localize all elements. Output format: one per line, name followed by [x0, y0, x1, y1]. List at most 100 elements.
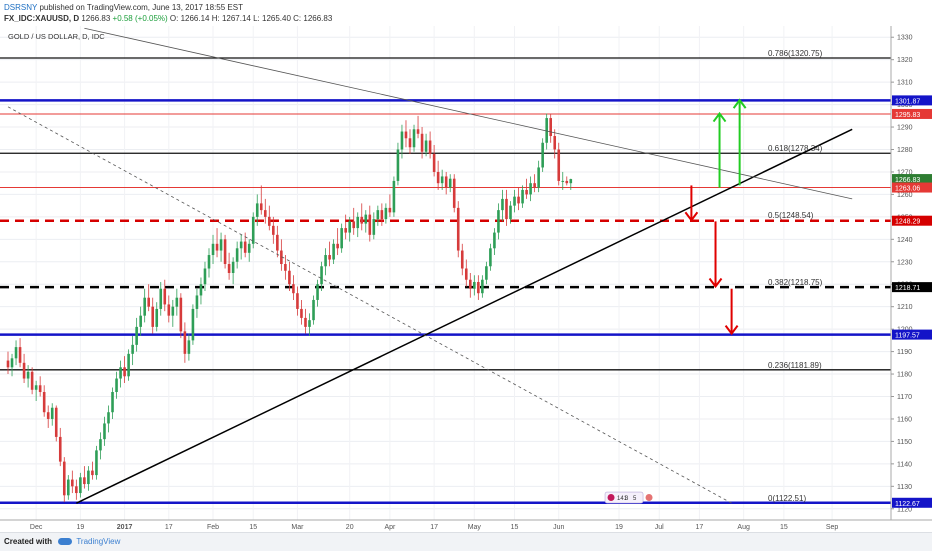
x-tick-label: May	[468, 524, 482, 531]
fib-label: 0.382(1218.75)	[768, 278, 823, 287]
candle-body	[239, 241, 243, 249]
price-label-box	[892, 282, 932, 293]
x-tick-label: Mar	[291, 524, 304, 531]
time-axis[interactable]: Dec 19 2017 17 Feb 15 Mar 20 Apr 17 May 15 Jun 19 Jul 1…	[30, 524, 839, 531]
candle-body	[284, 264, 287, 271]
candle-body	[360, 216, 364, 224]
candle-body	[432, 153, 436, 172]
candle-body	[348, 221, 351, 233]
low-value: L: 1265.40	[253, 14, 291, 23]
candle-body	[513, 196, 516, 206]
candle-body	[533, 183, 536, 188]
candle-body	[473, 281, 476, 289]
candle-body	[14, 347, 18, 359]
candle-body	[167, 304, 171, 316]
candle-body	[416, 129, 420, 134]
candle-body	[541, 142, 544, 168]
candle-body	[561, 180, 565, 182]
tradingview-logo-icon	[58, 538, 73, 545]
event-count: 141	[617, 496, 628, 502]
candle-body	[251, 216, 255, 244]
candle-body	[50, 407, 54, 419]
candle-body	[320, 266, 323, 285]
close-value: C: 1266.83	[293, 14, 333, 23]
candle-body	[332, 243, 335, 260]
candle-body	[127, 353, 130, 377]
y-tick-label: 1150	[897, 439, 912, 446]
candle-body	[400, 131, 404, 150]
x-tick-label: 17	[696, 524, 704, 531]
candle-body	[384, 207, 388, 220]
candle-body	[336, 243, 339, 249]
candle-body	[131, 344, 134, 354]
trendlines	[7, 27, 853, 504]
arrow-head	[712, 111, 727, 123]
candle-body	[191, 308, 195, 341]
username-link[interactable]: DSRSNY	[4, 3, 38, 12]
candle-body	[207, 255, 211, 269]
y-tick-label: 1310	[897, 80, 913, 87]
candle-body	[22, 362, 26, 379]
x-tick-label: 15	[780, 524, 788, 531]
fib-label: 0(1122.51)	[768, 494, 806, 503]
price-label-box	[892, 108, 932, 119]
event-box	[604, 491, 644, 504]
candle-body	[175, 297, 179, 307]
x-tick-label: 15	[249, 524, 257, 531]
x-tick-label: Apr	[384, 524, 396, 531]
candle-body	[67, 479, 70, 496]
x-tick-label: Jul	[655, 524, 664, 531]
candle-body	[300, 308, 303, 318]
candle-body	[501, 198, 504, 211]
arrow-head	[708, 277, 723, 289]
candle-body	[203, 268, 207, 285]
candle-body	[521, 189, 524, 204]
x-tick-label: 20	[346, 524, 354, 531]
candle-body	[87, 470, 90, 485]
candle-body	[30, 371, 34, 390]
candle-body	[553, 136, 557, 150]
candle-body	[38, 385, 42, 393]
candle-body	[356, 216, 360, 229]
tradingview-brand-link[interactable]: TradingView	[76, 537, 121, 546]
candle-body	[155, 308, 159, 327]
candle-body	[147, 297, 150, 307]
publish-info: DSRSNY published on TradingView.com, Jun…	[4, 3, 243, 12]
candles	[6, 113, 573, 503]
candle-body	[485, 266, 488, 280]
y-tick-label: 1170	[897, 394, 912, 401]
candle-body	[115, 378, 118, 393]
candle-body	[292, 284, 295, 294]
y-tick-label: 1190	[897, 349, 912, 356]
price-labels: 1301.87 1295.83 1266.83 1263.06 1248.29 1218.…	[892, 95, 932, 508]
candle-body	[71, 479, 74, 487]
candle-body	[119, 367, 122, 379]
y-tick-label: 1320	[897, 57, 913, 64]
candle-body	[235, 248, 239, 262]
x-tick-label: Aug	[737, 524, 750, 531]
candle-body	[376, 210, 380, 220]
candle-body	[569, 179, 573, 184]
candle-body	[412, 129, 416, 148]
candle-body	[460, 250, 464, 269]
candle-body	[159, 288, 163, 309]
y-tick-label: 1230	[897, 259, 913, 266]
y-tick-label: 1180	[897, 372, 912, 379]
price-label-text: 1263.06	[895, 186, 920, 193]
price-chart[interactable]: 0.786(1320.75) 0.618(1278.34) 0.5(1248.54)…	[0, 26, 932, 532]
candle-body	[187, 340, 191, 354]
candle-body	[316, 284, 319, 300]
candle-body	[99, 439, 102, 451]
candle-body	[372, 219, 376, 235]
candle-body	[557, 149, 561, 181]
candle-body	[171, 306, 175, 316]
candle-body	[420, 133, 424, 152]
candle-body	[179, 297, 183, 332]
candle-body	[107, 412, 110, 424]
arrows	[684, 98, 747, 336]
event-flag-icon	[645, 494, 653, 502]
candle-body	[111, 392, 114, 413]
candle-body	[6, 360, 10, 368]
price-label-box	[892, 174, 932, 185]
y-tick-label: 1260	[897, 192, 913, 199]
